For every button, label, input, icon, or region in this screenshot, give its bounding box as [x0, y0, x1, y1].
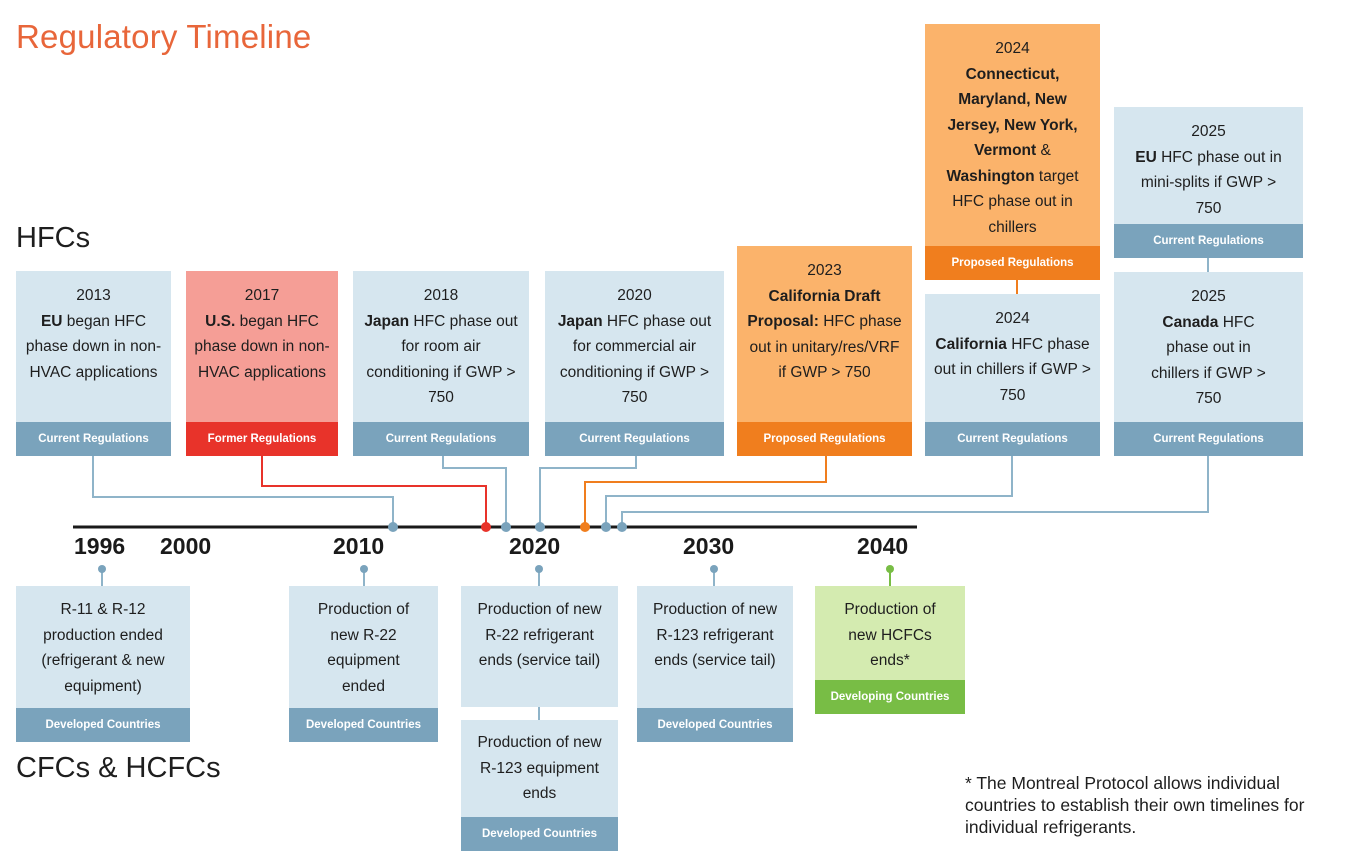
event-actor: Connecticut, Maryland, New Jersey, New Y… — [947, 65, 1078, 160]
event-year: 2024 — [995, 310, 1030, 327]
event-description: R-11 & R-12 production ended (refrigeran… — [41, 601, 165, 695]
event-description: target HFC phase out in chillers — [952, 167, 1079, 236]
event-description: Production of new R-22 equipment ended — [317, 601, 410, 695]
event-year: 2025 — [1191, 288, 1226, 305]
marker-1996 — [98, 565, 106, 573]
axis-year-2030: 2030 — [683, 533, 735, 559]
marker-2025 — [617, 522, 627, 532]
connector-2013 — [92, 456, 394, 527]
event-card-2024-states: 2024 Connecticut, Maryland, New Jersey, … — [925, 24, 1100, 280]
cfc-card-2020-r123: Production of new R-123 equipment ends D… — [461, 720, 618, 851]
event-description: HFC phase out in chillers if GWP > 750 — [934, 335, 1091, 404]
event-card-2025-eu: 2025 EU HFC phase out in mini-splits if … — [1114, 107, 1303, 258]
status-tag: Current Regulations — [16, 422, 171, 456]
event-card-2023: 2023 California Draft Proposal: HFC phas… — [737, 246, 912, 456]
marker-2030 — [710, 565, 718, 573]
axis-year-2000: 2000 — [160, 533, 212, 559]
event-description: Production of new R-123 equipment ends — [477, 734, 602, 802]
axis-year-1996: 1996 — [74, 533, 126, 559]
status-tag: Current Regulations — [1114, 422, 1303, 456]
connector-2020 — [539, 456, 637, 527]
event-year: 2025 — [1191, 123, 1226, 140]
cfc-card-2020-r22: Production of new R-22 refrigerant ends … — [461, 586, 618, 707]
connector-2017 — [261, 456, 487, 527]
page-title: Regulatory Timeline — [16, 18, 312, 55]
marker-2017 — [481, 522, 491, 532]
marker-2040 — [886, 565, 894, 573]
status-tag: Developed Countries — [637, 708, 793, 742]
axis-year-2040: 2040 — [857, 533, 909, 559]
event-description: HFC phase out in mini-splits if GWP > 75… — [1140, 148, 1282, 217]
event-year: 2024 — [995, 40, 1030, 57]
event-year: 2013 — [76, 287, 111, 304]
event-description: Production of new R-123 refrigerant ends… — [652, 601, 778, 669]
event-year: 2018 — [423, 287, 459, 304]
connector-2024 — [605, 456, 1013, 527]
status-tag: Developed Countries — [289, 708, 438, 742]
connector-2023 — [584, 456, 827, 527]
event-year: 2020 — [617, 287, 652, 304]
status-tag: Current Regulations — [925, 422, 1100, 456]
event-card-2024-california: 2024 California HFC phase out in chiller… — [925, 294, 1100, 456]
connector-2025 — [621, 456, 1209, 527]
status-tag: Current Regulations — [545, 422, 724, 456]
cfc-card-2040: Production of new HCFCs ends* Developing… — [815, 586, 965, 714]
event-description: HFC phase out in chillers if GWP > 750 — [1151, 313, 1266, 408]
event-card-2018: 2018 Japan HFC phase out for room air co… — [353, 271, 529, 456]
status-tag: Developing Countries — [815, 680, 965, 714]
event-description: began HFC phase down in non-HVAC applica… — [194, 312, 330, 381]
marker-2023 — [580, 522, 590, 532]
event-actor-secondary: Washington — [946, 167, 1035, 185]
event-card-2025-canada: 2025 Canada HFC phase out in chillers if… — [1114, 272, 1303, 456]
event-description: Production of new HCFCs ends* — [844, 601, 936, 669]
section-heading-hfcs: HFCs — [16, 222, 91, 254]
event-card-2013: 2013 EU began HFC phase down in non-HVAC… — [16, 271, 171, 456]
connector-2018 — [442, 456, 507, 527]
status-tag: Developed Countries — [16, 708, 190, 742]
marker-2024 — [601, 522, 611, 532]
event-description: HFC phase out in unitary/res/VRF if GWP … — [749, 313, 902, 381]
event-actor: Japan — [557, 312, 603, 330]
event-year: 2023 — [807, 262, 842, 279]
status-tag: Current Regulations — [353, 422, 529, 456]
status-tag: Current Regulations — [1114, 224, 1303, 258]
marker-2020-cfc — [535, 565, 543, 573]
marker-2018 — [501, 522, 511, 532]
status-tag: Proposed Regulations — [737, 422, 912, 456]
event-card-2017: 2017 U.S. began HFC phase down in non-HV… — [186, 271, 338, 456]
event-actor: EU — [1135, 148, 1157, 166]
cfc-card-2030: Production of new R-123 refrigerant ends… — [637, 586, 793, 742]
event-actor: U.S. — [205, 312, 236, 330]
marker-2010 — [360, 565, 368, 573]
event-actor: Japan — [364, 312, 410, 330]
cfc-card-1996: R-11 & R-12 production ended (refrigeran… — [16, 586, 190, 742]
footnote: * The Montreal Protocol allows individua… — [965, 773, 1305, 837]
event-description: HFC phase out for commercial air conditi… — [559, 312, 712, 407]
event-description: began HFC phase down in non-HVAC applica… — [25, 312, 162, 381]
marker-2013 — [388, 522, 398, 532]
event-actor: EU — [40, 312, 63, 330]
event-year: 2017 — [244, 287, 280, 304]
event-description: Production of new R-22 refrigerant ends … — [477, 601, 602, 669]
status-tag: Proposed Regulations — [925, 246, 1100, 280]
event-actor: Canada — [1162, 313, 1219, 331]
cfc-card-2010: Production of new R-22 equipment ended D… — [289, 586, 438, 742]
status-tag: Former Regulations — [186, 422, 338, 456]
marker-2020 — [535, 522, 545, 532]
event-description: HFC phase out for room air conditioning … — [366, 312, 518, 407]
event-actor: California — [935, 335, 1007, 353]
event-card-2020: 2020 Japan HFC phase out for commercial … — [545, 271, 724, 456]
status-tag: Developed Countries — [461, 817, 618, 851]
axis-year-2020: 2020 — [509, 533, 561, 559]
section-heading-cfcs-hcfcs: CFCs & HCFCs — [16, 752, 221, 784]
axis-year-2010: 2010 — [333, 533, 385, 559]
event-actor: California Draft Proposal: — [747, 287, 881, 331]
